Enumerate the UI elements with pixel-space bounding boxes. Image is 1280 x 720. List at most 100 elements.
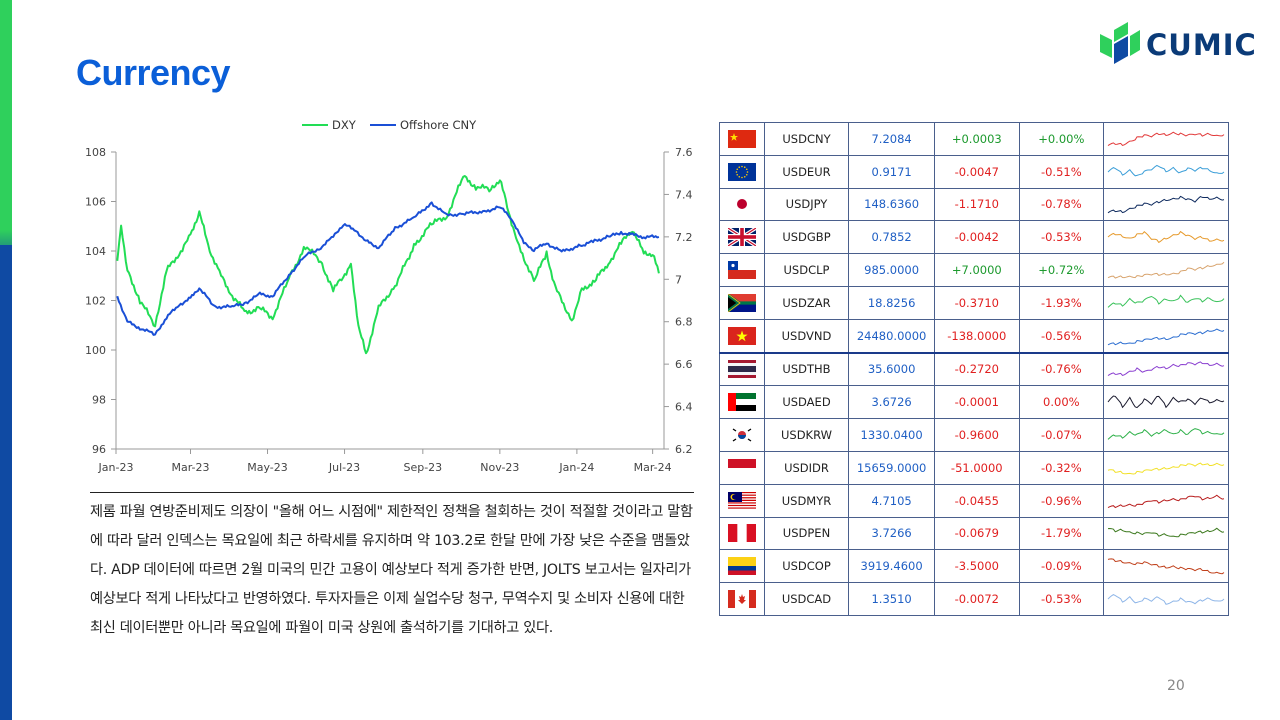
currency-pair: USDJPY <box>764 188 848 221</box>
x-tick-label: Mar-24 <box>634 461 672 474</box>
y-right-tick-label: 6.4 <box>675 401 693 414</box>
flag-cn-icon <box>720 123 765 156</box>
currency-pair: USDMYR <box>764 484 848 517</box>
sparkline-path <box>1108 362 1224 376</box>
fx-row-usdgbp: USDGBP 0.7852 -0.0042 -0.53% <box>720 221 1229 254</box>
sparkline-path <box>1108 463 1224 474</box>
fx-row-usdcop: USDCOP 3919.4600 -3.5000 -0.09% <box>720 550 1229 583</box>
dxy-cny-line-chart: 108 106 104 102 100 98 96 7.6 7.4 7.2 7 6.8 6.6 6.4 6.… <box>76 110 696 480</box>
sparkline-chart <box>1104 286 1229 319</box>
flag-za-icon <box>720 286 765 319</box>
sparkline-chart <box>1104 155 1229 188</box>
currency-pair: USDCNY <box>764 123 848 156</box>
legend-label: Offshore CNY <box>400 118 477 132</box>
rate-change: -0.3710 <box>934 286 1019 319</box>
sparkline-chart <box>1104 386 1229 419</box>
currency-pair: USDKRW <box>764 419 848 452</box>
rate-change: -3.5000 <box>934 550 1019 583</box>
accent-bar-green <box>0 0 12 245</box>
accent-bar-blue <box>0 245 12 720</box>
rate-change-percent: +0.00% <box>1019 123 1103 156</box>
sparkline-path <box>1108 262 1224 278</box>
y-right-tick-label: 7.6 <box>675 146 693 159</box>
rate-change: +7.0000 <box>934 254 1019 287</box>
sparkline-chart <box>1104 319 1229 352</box>
sparkline-chart <box>1104 254 1229 287</box>
exchange-rate: 3919.4600 <box>849 550 935 583</box>
rate-change: -51.0000 <box>934 451 1019 484</box>
currency-pair: USDCLP <box>764 254 848 287</box>
sparkline-path <box>1108 132 1224 145</box>
fx-row-usdpen: USDPEN 3.7266 -0.0679 -1.79% <box>720 517 1229 550</box>
fx-row-usdcny: USDCNY 7.2084 +0.0003 +0.00% <box>720 123 1229 156</box>
rate-change: -0.0001 <box>934 386 1019 419</box>
rate-change-percent: -0.53% <box>1019 583 1103 616</box>
sparkline-path <box>1108 295 1224 307</box>
fx-row-usdkrw: USDKRW 1330.0400 -0.9600 -0.07% <box>720 419 1229 452</box>
rate-change-percent: -0.09% <box>1019 550 1103 583</box>
exchange-rate: 18.8256 <box>849 286 935 319</box>
flag-gb-icon <box>720 221 765 254</box>
rate-change-percent: -0.51% <box>1019 155 1103 188</box>
x-tick-label: May-23 <box>247 461 288 474</box>
currency-pair: USDCAD <box>764 583 848 616</box>
exchange-rate: 3.6726 <box>849 386 935 419</box>
currency-pair: USDAED <box>764 386 848 419</box>
sparkline-chart <box>1104 188 1229 221</box>
sparkline-chart <box>1104 484 1229 517</box>
rate-change: -0.0679 <box>934 517 1019 550</box>
sparkline-path <box>1108 232 1224 243</box>
exchange-rate: 3.7266 <box>849 517 935 550</box>
currency-pair: USDPEN <box>764 517 848 550</box>
sparkline-chart <box>1104 353 1229 386</box>
sparkline-path <box>1108 329 1224 345</box>
y-right-tick-label: 6.2 <box>675 443 693 456</box>
y-left-tick-label: 108 <box>85 146 106 159</box>
exchange-rate: 0.7852 <box>849 221 935 254</box>
rate-change-percent: -0.76% <box>1019 353 1103 386</box>
x-tick-label: Jan-24 <box>558 461 594 474</box>
currency-pair: USDVND <box>764 319 848 352</box>
sparkline-path <box>1108 197 1224 213</box>
y-left-tick-label: 106 <box>85 196 106 209</box>
sparkline-chart <box>1104 123 1229 156</box>
sparkline-chart <box>1104 419 1229 452</box>
y-right-tick-label: 7 <box>675 273 682 286</box>
fx-row-usdcad: USDCAD 1.3510 -0.0072 -0.53% <box>720 583 1229 616</box>
page-title: Currency <box>76 52 230 94</box>
flag-co-icon <box>720 550 765 583</box>
rate-change: -1.1710 <box>934 188 1019 221</box>
fx-row-usdjpy: USDJPY 148.6360 -1.1710 -0.78% <box>720 188 1229 221</box>
dxy-series-line <box>117 176 659 353</box>
flag-kr-icon <box>720 419 765 452</box>
y-left-tick-label: 96 <box>92 443 106 456</box>
exchange-rate: 148.6360 <box>849 188 935 221</box>
sparkline-path <box>1108 165 1224 175</box>
currency-pair: USDCOP <box>764 550 848 583</box>
y-right-tick-label: 7.4 <box>675 188 693 201</box>
fx-row-usdclp: USDCLP 985.0000 +7.0000 +0.72% <box>720 254 1229 287</box>
exchange-rate: 985.0000 <box>849 254 935 287</box>
exchange-rate: 0.9171 <box>849 155 935 188</box>
y-right-tick-label: 6.6 <box>675 358 693 371</box>
currency-pair: USDGBP <box>764 221 848 254</box>
section-divider <box>90 492 694 493</box>
x-tick-label: Sep-23 <box>403 461 442 474</box>
flag-eu-icon <box>720 155 765 188</box>
rate-change-percent: -0.32% <box>1019 451 1103 484</box>
sparkline-chart <box>1104 583 1229 616</box>
fx-row-usdthb: USDTHB 35.6000 -0.2720 -0.76% <box>720 353 1229 386</box>
flag-my-icon <box>720 484 765 517</box>
sparkline-chart <box>1104 451 1229 484</box>
currency-pair: USDEUR <box>764 155 848 188</box>
rate-change: -0.2720 <box>934 353 1019 386</box>
currency-pair: USDZAR <box>764 286 848 319</box>
market-commentary: 제롬 파월 연방준비제도 의장이 "올해 어느 시점에" 제한적인 정책을 철회… <box>90 498 696 643</box>
x-tick-label: Jan-23 <box>98 461 134 474</box>
y-left-tick-label: 98 <box>92 394 106 407</box>
fx-row-usdzar: USDZAR 18.8256 -0.3710 -1.93% <box>720 286 1229 319</box>
sparkline-chart <box>1104 221 1229 254</box>
exchange-rate: 1.3510 <box>849 583 935 616</box>
rate-change: -138.0000 <box>934 319 1019 352</box>
rate-change-percent: -0.96% <box>1019 484 1103 517</box>
